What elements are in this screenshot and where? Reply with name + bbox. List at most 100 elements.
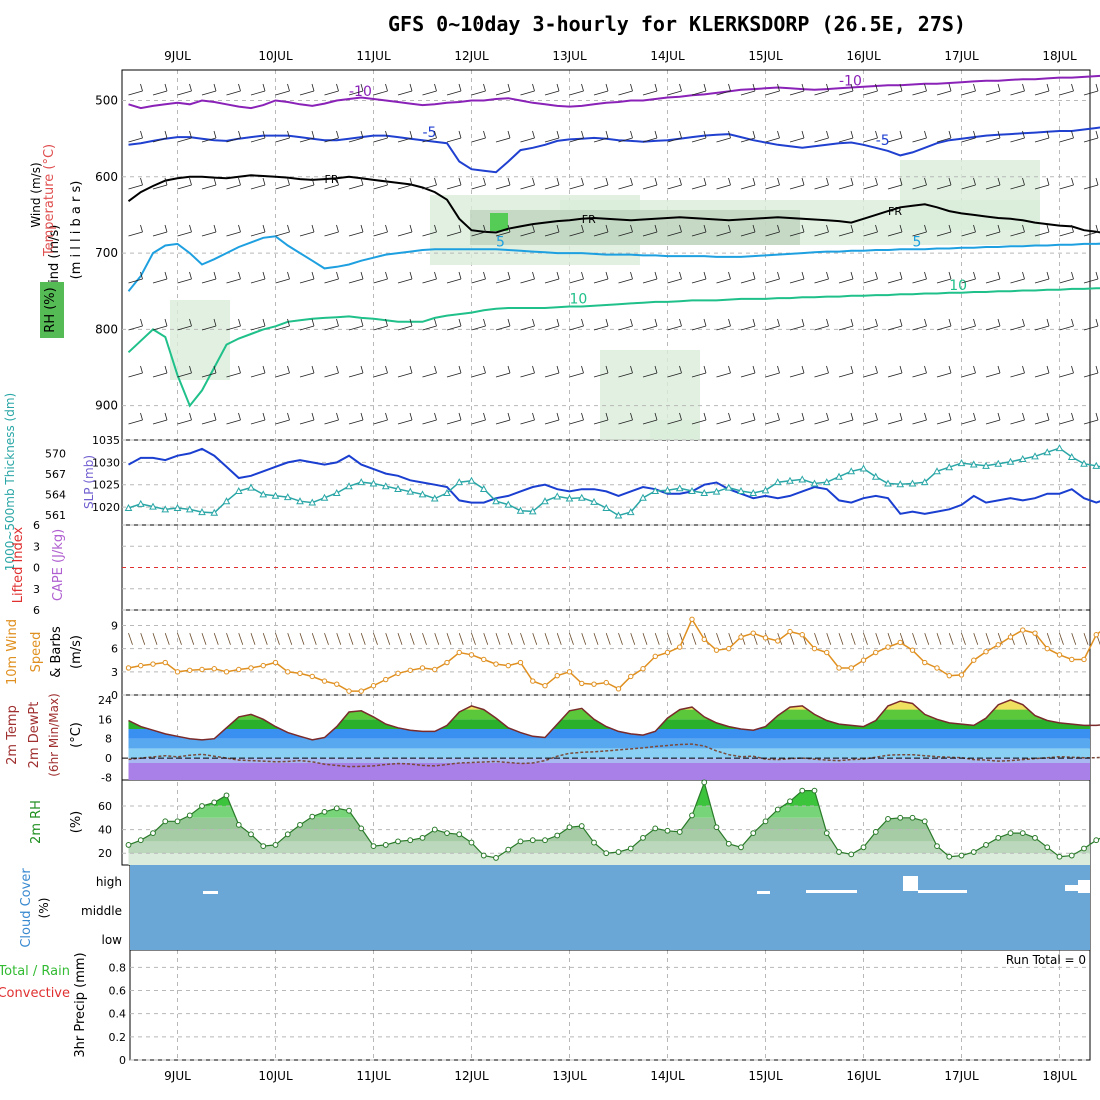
wind-barb <box>446 325 462 331</box>
wind-barb-flag <box>581 271 584 280</box>
wind-barb-flag <box>556 271 560 280</box>
wind-speed-tick-label: 9 <box>111 619 118 632</box>
wind-barb <box>667 137 682 143</box>
date-label-bottom: 11JUL <box>356 1069 391 1083</box>
wind-barb-flag <box>140 318 143 327</box>
rh-point <box>382 842 389 848</box>
wind-barb-flag <box>899 365 903 374</box>
wind-barb <box>642 184 658 190</box>
wind-barb-flag <box>1071 224 1074 233</box>
wind-barb-flag <box>189 412 192 421</box>
wind-barb-flag <box>1095 130 1099 139</box>
wind10m-speed-point <box>456 649 462 656</box>
wind10m-speed-point <box>125 665 132 671</box>
wind-barb-flag <box>311 130 315 139</box>
wind-barb <box>152 231 168 237</box>
wind10m-barb <box>948 633 954 645</box>
thickness-point <box>577 493 586 501</box>
rh-point <box>493 855 499 861</box>
wind10m-speed-point <box>689 616 695 622</box>
wind-barb-flag <box>973 318 976 327</box>
wind-barb <box>373 325 388 331</box>
wind-barb-flag <box>703 224 707 233</box>
wind10m-barb <box>262 633 268 645</box>
wind-barb-flag <box>238 224 241 233</box>
wind10m-speed-point <box>750 630 756 636</box>
rh-point <box>1081 845 1087 852</box>
freezing-level-line <box>127 174 1100 234</box>
wind-barb-flag <box>630 318 633 327</box>
chart-title: GFS 0~10day 3-hourly for KLERKSDORP (26.… <box>388 12 966 36</box>
thickness-point <box>957 459 966 467</box>
wind-barb <box>789 184 805 190</box>
wind-barb-flag <box>262 271 266 280</box>
rh-point <box>664 827 671 834</box>
wind-barb-flag <box>997 271 1001 280</box>
date-label-bottom: 12JUL <box>454 1069 489 1083</box>
wind-barb-flag <box>899 177 903 186</box>
wind-barb <box>838 419 854 425</box>
wind-barb-flag <box>213 130 217 139</box>
wind10m-speed-point <box>958 672 965 678</box>
wind-barb <box>544 325 560 331</box>
wind-barb <box>814 137 829 143</box>
thickness-point <box>626 508 635 516</box>
wind-barb <box>348 372 364 378</box>
wind-barb <box>740 184 756 190</box>
wind10m-barb <box>471 633 476 645</box>
wind-barb-flag <box>752 412 756 421</box>
thickness-point <box>369 479 378 487</box>
wind-barb <box>201 184 217 190</box>
wind-barb <box>275 137 290 143</box>
rh-shading <box>650 420 700 440</box>
rh-point <box>297 821 303 828</box>
wind-barb <box>250 419 266 425</box>
wind-barb-flag <box>1022 177 1025 186</box>
wind-barb-flag <box>581 83 584 92</box>
wind-barb-flag <box>213 83 217 92</box>
wind-barb-flag <box>728 318 731 327</box>
wind10m-barb <box>434 633 440 645</box>
wind-barb <box>887 137 903 143</box>
wind10m-speed-point <box>566 669 573 675</box>
wind-barb-flag <box>409 130 413 139</box>
wind10m-speed-label: Speed <box>29 632 44 673</box>
wind-barb <box>446 184 462 190</box>
wind10m-speed-point <box>211 666 217 672</box>
wind-barb-flag <box>801 177 805 186</box>
wind-barb <box>348 137 364 143</box>
wind10m-speed-point <box>603 679 609 686</box>
thickness-point <box>1018 454 1027 463</box>
wind-barb-flag <box>360 318 364 327</box>
wind-barb <box>593 325 609 331</box>
cloud-high-patch <box>918 890 967 893</box>
date-label-top: 13JUL <box>552 49 587 63</box>
wind-barb <box>593 184 609 190</box>
precip-tick-label: 0.2 <box>109 1031 127 1044</box>
wind10m-barb <box>458 633 464 645</box>
thickness-point <box>614 511 623 519</box>
wind-barb-flag <box>924 318 927 327</box>
wind-barb-flag <box>703 271 707 280</box>
wind-barb <box>397 278 413 284</box>
cloud-high-patch <box>806 890 857 893</box>
wind-barb <box>691 278 707 284</box>
wind-barb <box>128 184 143 190</box>
wind10m-barb <box>360 633 366 645</box>
pressure-tick-label: 600 <box>95 170 118 184</box>
wind-barb <box>471 372 486 378</box>
wind-barb <box>1034 278 1050 284</box>
rh-tick-label: 60 <box>98 800 112 813</box>
wind10m-barb <box>373 633 378 645</box>
wind10m-barb <box>152 633 158 645</box>
wind-barb <box>1083 137 1099 143</box>
date-label-top: 16JUL <box>846 49 881 63</box>
rh-point <box>995 834 1002 841</box>
wind10m-barb <box>1046 633 1052 645</box>
cloud-background <box>130 865 1090 950</box>
thickness-point <box>700 488 709 497</box>
wind-barb <box>397 231 413 237</box>
wind-barb-flag <box>899 412 903 421</box>
wind-barb-flag <box>556 365 560 374</box>
